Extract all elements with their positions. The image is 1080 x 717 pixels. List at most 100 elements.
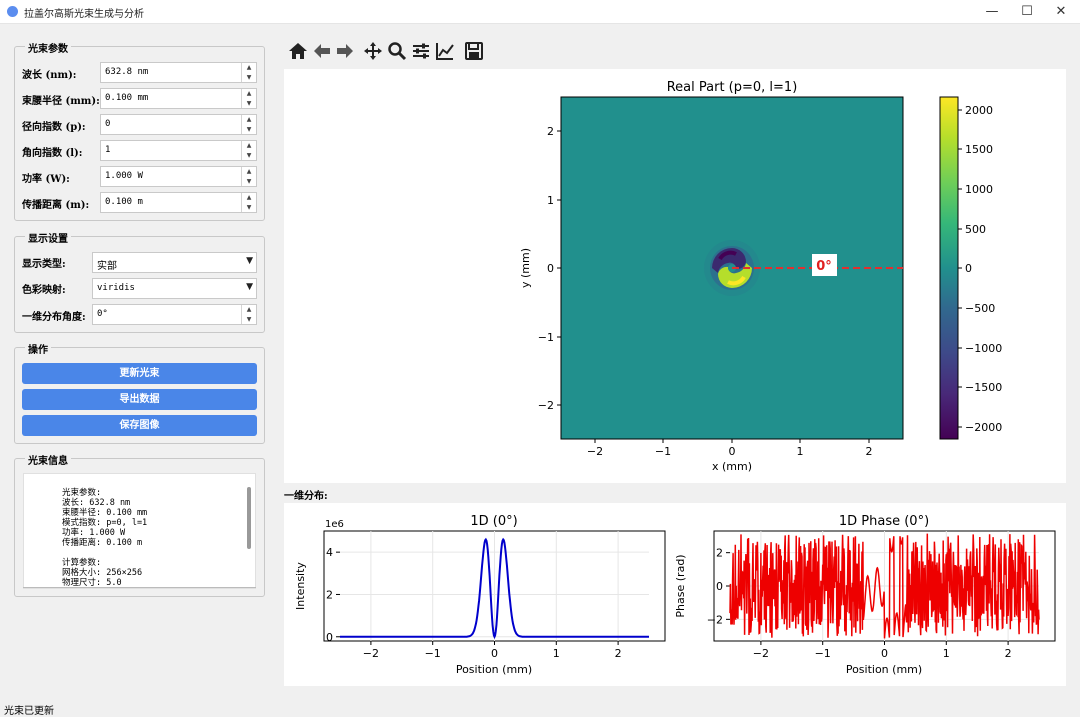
phase-series-line <box>729 533 1040 639</box>
spin-down-icon[interactable]: ▼ <box>246 152 252 159</box>
configure-subplots-icon[interactable] <box>411 41 431 61</box>
spin-up-icon[interactable]: ▲ <box>246 64 252 71</box>
waist-spinbox[interactable]: 0.100 mm ▲ ▼ <box>100 88 257 109</box>
angle-annotation: 0° <box>816 259 832 274</box>
update-beam-button[interactable]: 更新光束 <box>22 363 257 384</box>
spin-down-icon[interactable]: ▼ <box>246 126 252 133</box>
window-title: 拉盖尔高斯光束生成与分析 <box>24 9 144 20</box>
forward-arrow-icon[interactable] <box>335 41 355 61</box>
x-tick-label: −2 <box>363 647 379 660</box>
x-axis-label: x (mm) <box>712 460 752 473</box>
main-plot-title: Real Part (p=0, l=1) <box>667 80 798 95</box>
y-tick-label: 0 <box>547 262 554 275</box>
radial-index-spinbox[interactable]: 0 ▲ ▼ <box>100 114 257 135</box>
x-tick-label: 0 <box>881 647 888 660</box>
colorbar-tick-label: 2000 <box>965 104 993 117</box>
y-axis-label: y (mm) <box>519 248 532 288</box>
colorbar-tick-label: −1500 <box>965 381 1002 394</box>
colormap-label: 色彩映射: <box>22 285 66 296</box>
back-arrow-icon[interactable] <box>312 41 332 61</box>
angle-annotation-box <box>812 254 837 276</box>
spin-up-icon[interactable]: ▲ <box>246 90 252 97</box>
title-bar: 拉盖尔高斯光束生成与分析 — ☐ ✕ <box>0 0 1080 24</box>
colorbar-tick-label: 0 <box>965 262 972 275</box>
display-settings-title: 显示设置 <box>25 230 71 245</box>
x-tick-label: −1 <box>655 445 671 458</box>
spin-down-icon[interactable]: ▼ <box>246 100 252 107</box>
profile-1d-plot-canvas[interactable]: 1D (0°) 1e6 −2 −1 0 1 2 0 2 4 Position (mm) Int… <box>284 503 1066 686</box>
status-bar-text: 光束已更新 <box>4 706 54 717</box>
display-type-label: 显示类型: <box>22 259 66 270</box>
export-data-button[interactable]: 导出数据 <box>22 389 257 410</box>
y-tick-label: 0 <box>716 580 723 593</box>
maximize-button[interactable]: ☐ <box>1021 4 1033 19</box>
home-icon[interactable] <box>288 41 308 61</box>
azimuthal-index-spinbox[interactable]: 1 ▲ ▼ <box>100 140 257 161</box>
wavelength-spinbox[interactable]: 632.8 nm ▲ ▼ <box>100 62 257 83</box>
y-tick-label: 2 <box>547 125 554 138</box>
spin-down-icon[interactable]: ▼ <box>246 316 252 323</box>
y-tick-label: −1 <box>538 331 554 344</box>
beam-2d-plot-canvas[interactable]: Real Part (p=0, l=1) 0° −2 −1 0 1 2 <box>284 69 1066 483</box>
colorbar-tick-label: −500 <box>965 302 995 315</box>
colorbar-tick-label: −1000 <box>965 342 1002 355</box>
spin-down-icon[interactable]: ▼ <box>246 74 252 81</box>
y-tick-label: −2 <box>707 613 723 626</box>
spin-up-icon[interactable]: ▲ <box>246 306 252 313</box>
x-tick-label: 1 <box>797 445 804 458</box>
zoom-icon[interactable] <box>387 41 407 61</box>
colormap-select[interactable]: viridis ▼ <box>92 278 257 299</box>
edit-axes-icon[interactable] <box>435 41 455 61</box>
minimize-button[interactable]: — <box>985 4 999 19</box>
phase-x-label: Position (mm) <box>846 663 922 676</box>
y-tick-label: −2 <box>538 399 554 412</box>
spin-down-icon[interactable]: ▼ <box>246 178 252 185</box>
info-divider <box>23 587 256 588</box>
close-button[interactable]: ✕ <box>1055 4 1067 19</box>
intensity-offset-text: 1e6 <box>325 519 344 530</box>
phase-ticks: −2 −1 0 1 2 2 0 −2 <box>707 547 1012 660</box>
x-tick-label: 0 <box>729 445 736 458</box>
pan-move-icon[interactable] <box>363 41 383 61</box>
profile-angle-spinbox[interactable]: 0° ▲ ▼ <box>92 304 257 325</box>
wavelength-label: 波长 (nm): <box>22 70 77 81</box>
save-figure-icon[interactable] <box>464 41 484 61</box>
colorbar-tick-label: 500 <box>965 223 986 236</box>
spin-up-icon[interactable]: ▲ <box>246 116 252 123</box>
y-tick-label: 2 <box>716 547 723 560</box>
save-image-button[interactable]: 保存图像 <box>22 415 257 436</box>
intensity-chart-title: 1D (0°) <box>470 514 517 529</box>
beam-2d-plot: Real Part (p=0, l=1) 0° −2 −1 0 1 2 <box>519 80 1002 473</box>
distance-spinbox[interactable]: 0.100 m ▲ ▼ <box>100 192 257 213</box>
x-tick-label: −2 <box>587 445 603 458</box>
radial-index-label: 径向指数 (p): <box>22 122 86 133</box>
spin-up-icon[interactable]: ▲ <box>246 194 252 201</box>
intensity-ticks: −2 −1 0 1 2 0 2 4 <box>326 546 622 660</box>
y-tick-label: 2 <box>326 588 333 601</box>
y-tick-label: 1 <box>547 194 554 207</box>
display-type-select[interactable]: 实部 ▼ <box>92 252 257 273</box>
power-label: 功率 (W): <box>22 174 70 185</box>
phase-y-label: Phase (rad) <box>674 554 687 617</box>
beam-info-textbox[interactable]: 光束参数: 波长: 632.8 nm 束腰半径: 0.100 mm 模式指数: … <box>23 473 256 589</box>
x-tick-label: 1 <box>943 647 950 660</box>
power-spinbox[interactable]: 1.000 W ▲ ▼ <box>100 166 257 187</box>
x-tick-label: 2 <box>615 647 622 660</box>
profile-section-label: 一维分布: <box>284 491 328 502</box>
app-icon <box>7 6 18 17</box>
chevron-down-icon: ▼ <box>246 256 253 266</box>
x-tick-label: 2 <box>1005 647 1012 660</box>
colorbar <box>939 96 959 440</box>
spin-up-icon[interactable]: ▲ <box>246 168 252 175</box>
profile-1d-plots: 1D (0°) 1e6 −2 −1 0 1 2 0 2 4 Position (mm) Int… <box>294 514 1056 676</box>
waist-label: 束腰半径 (mm): <box>22 96 100 107</box>
y-tick-label: 4 <box>326 546 333 559</box>
intensity-y-label: Intensity <box>294 562 307 610</box>
colorbar-tick-label: 1000 <box>965 183 993 196</box>
spin-up-icon[interactable]: ▲ <box>246 142 252 149</box>
x-axis-ticks: −2 −1 0 1 2 <box>587 439 873 458</box>
spin-down-icon[interactable]: ▼ <box>246 204 252 211</box>
info-scrollbar[interactable] <box>247 487 251 549</box>
intensity-x-label: Position (mm) <box>456 663 532 676</box>
azimuthal-index-label: 角向指数 (l): <box>22 148 83 159</box>
